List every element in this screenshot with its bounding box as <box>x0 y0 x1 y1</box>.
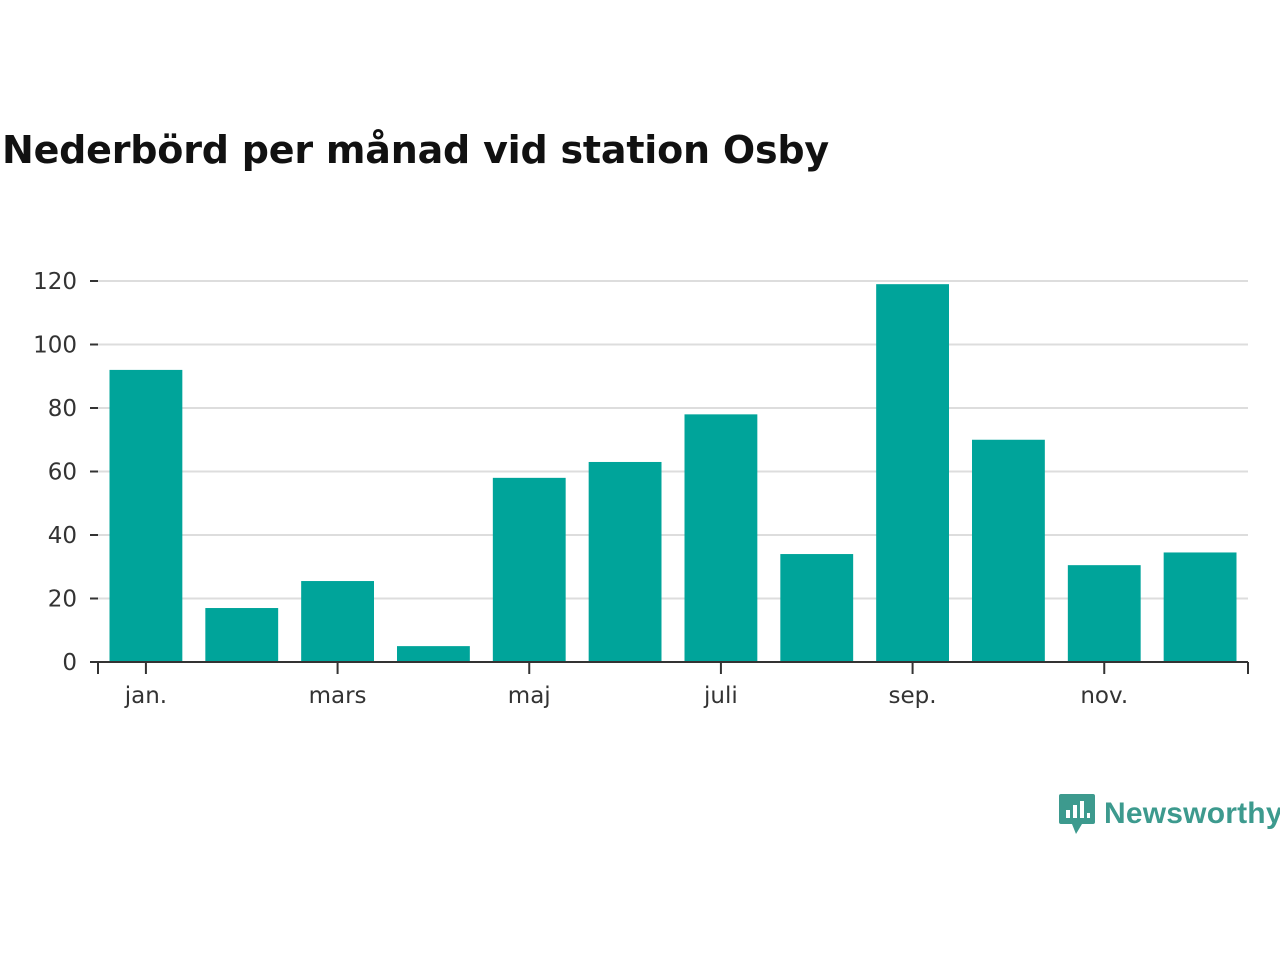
x-tick-label-juli: juli <box>703 683 738 709</box>
bar-dec <box>1163 552 1237 662</box>
tick-labels: 0 20 40 60 80 100 120 jan. mars maj juli sep. nov. <box>33 269 1128 709</box>
bar-feb <box>205 608 279 662</box>
y-tick-label-80: 80 <box>48 396 77 422</box>
newsworthy-chart-bubble-icon <box>1059 794 1095 834</box>
y-tick-label-20: 20 <box>48 587 77 613</box>
x-tick-label-sep: sep. <box>889 683 937 709</box>
bar-apr <box>397 646 470 662</box>
chart-title: Nederbörd per månad vid station Osby <box>2 128 830 172</box>
gridlines <box>98 280 1248 600</box>
bar-aug <box>780 554 854 662</box>
x-tick-label-mars: mars <box>309 683 367 709</box>
bar-okt <box>972 439 1045 662</box>
bar-juni <box>588 461 662 662</box>
newsworthy-logo: Newsworthy <box>1058 792 1280 836</box>
bar-juli <box>684 414 758 662</box>
bar-jan <box>109 369 183 662</box>
logo-text: Newsworthy <box>1104 797 1280 830</box>
bar-mars <box>301 581 374 662</box>
bars <box>109 284 1237 662</box>
x-tick-label-jan: jan. <box>124 683 167 709</box>
y-tick-label-40: 40 <box>48 523 77 549</box>
bar-sep <box>876 284 949 662</box>
x-tick-label-maj: maj <box>508 683 551 709</box>
x-tick-label-nov: nov. <box>1080 683 1128 709</box>
y-tick-label-120: 120 <box>33 269 77 295</box>
y-tick-label-100: 100 <box>33 333 77 359</box>
axes <box>90 280 1249 674</box>
y-tick-label-60: 60 <box>48 460 77 486</box>
bar-maj <box>492 477 566 662</box>
y-tick-label-0: 0 <box>62 650 77 676</box>
bar-nov <box>1067 565 1141 662</box>
